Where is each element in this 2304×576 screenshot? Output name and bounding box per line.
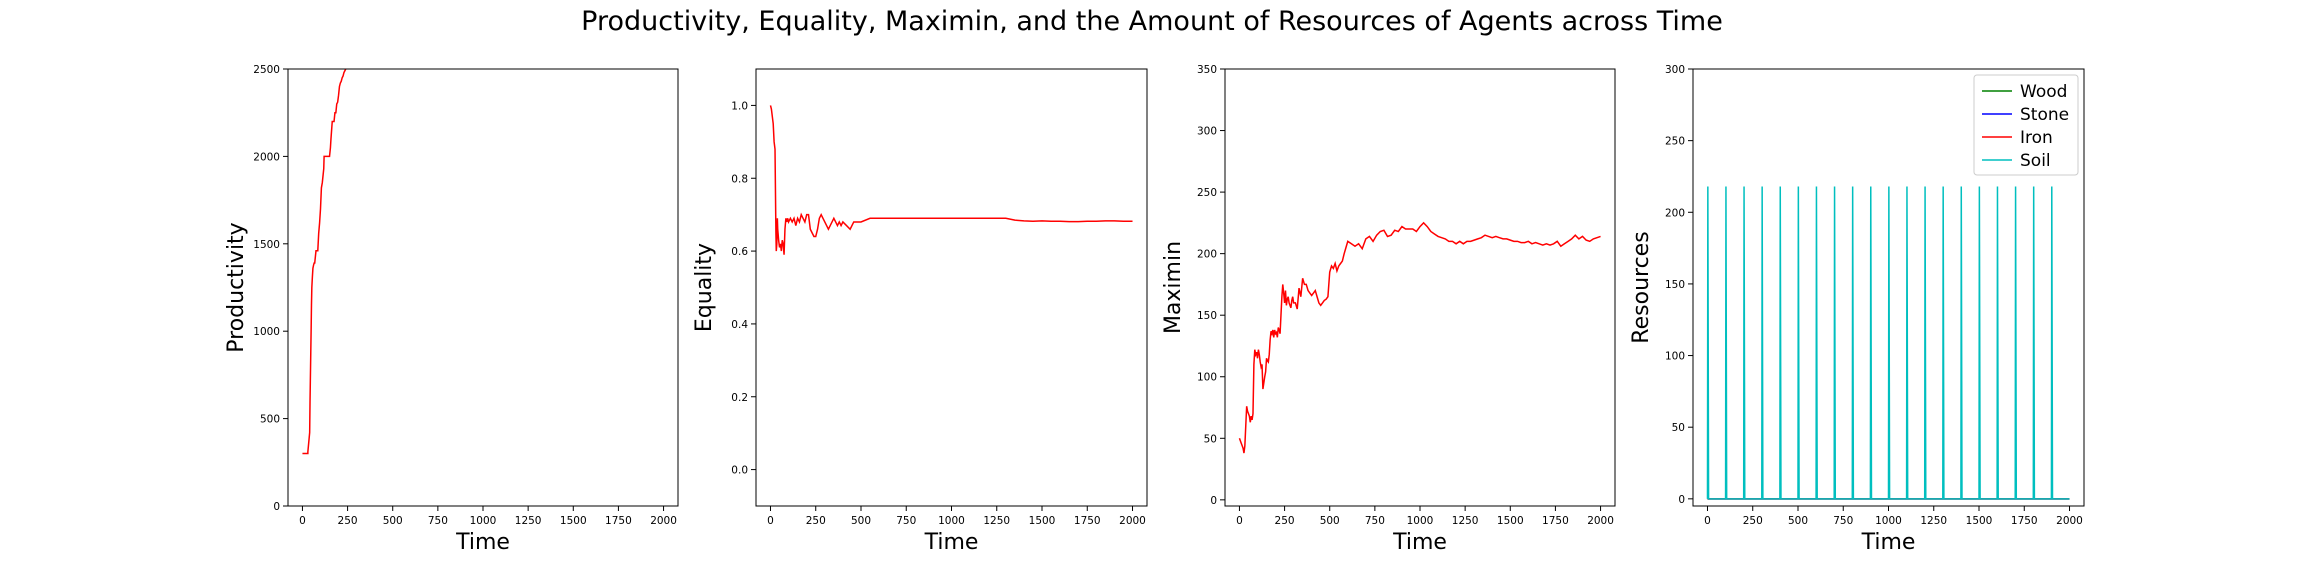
maximin-ytick-label: 250: [1197, 187, 1217, 199]
maximin-xtick-label: 1000: [1407, 515, 1434, 527]
maximin-ytick-label: 200: [1197, 249, 1217, 261]
resources-ytick-label: 50: [1672, 422, 1685, 434]
resources-xtick-label: 1250: [1920, 515, 1947, 527]
maximin-xtick-label: 750: [1365, 515, 1385, 527]
resources-xtick-label: 250: [1743, 515, 1763, 527]
equality-plot-frame: [755, 68, 1148, 507]
maximin-ytick-label: 100: [1197, 372, 1217, 384]
productivity-xtick-label: 250: [338, 515, 358, 527]
maximin-ytick-label: 50: [1204, 433, 1217, 445]
resources-ytick-label: 150: [1665, 279, 1685, 291]
equality-ytick-label: 0.8: [731, 173, 748, 185]
maximin-xtick-label: 250: [1275, 515, 1295, 527]
equality-xtick-label: 1500: [1029, 515, 1056, 527]
maximin-y-axis-label: Maximin: [1161, 241, 1186, 334]
equality-ytick-label: 1.0: [731, 100, 748, 112]
productivity-plot-frame: [287, 68, 679, 507]
maximin-ytick-label: 150: [1197, 310, 1217, 322]
maximin-xtick-label: 1500: [1497, 515, 1524, 527]
equality-xtick-label: 1750: [1074, 515, 1101, 527]
productivity-xtick-label: 500: [383, 515, 403, 527]
maximin-ytick-label: 350: [1197, 64, 1217, 76]
resources-xtick-label: 1750: [2011, 515, 2038, 527]
maximin-series-line-0: [1238, 221, 1601, 454]
equality-panel: 0 250 500 750 1000 1250 1500 1750 2000 0.0 0.2 0.4 0…: [692, 68, 1148, 555]
productivity-xtick-label: 2000: [650, 515, 677, 527]
maximin-ytick-label: 0: [1210, 495, 1217, 507]
productivity-xtick-label: 0: [299, 515, 306, 527]
productivity-panel: 0 250 500 750 1000 1250 1500 1750 2000 0 500 1000 15…: [224, 64, 679, 555]
maximin-plot-frame: [1224, 68, 1616, 507]
maximin-xtick-label: 2000: [1587, 515, 1614, 527]
equality-xtick-label: 500: [851, 515, 871, 527]
productivity-xtick-label: 1000: [470, 515, 497, 527]
resources-plot-frame: [1692, 68, 2085, 507]
maximin-ytick-label: 300: [1197, 126, 1217, 138]
equality-x-axis-label: Time: [924, 530, 979, 555]
productivity-xtick-label: 1500: [560, 515, 587, 527]
equality-xtick-label: 250: [806, 515, 826, 527]
productivity-series-line-0: [302, 69, 347, 455]
equality-xtick-label: 0: [767, 515, 774, 527]
resources-series-line-soil: [1706, 186, 2070, 500]
resources-legend: Wood Stone Iron Soil: [1973, 74, 2079, 176]
maximin-xtick-label: 1750: [1542, 515, 1569, 527]
resources-legend-box: [1973, 74, 2079, 176]
resources-ytick-label: 0: [1678, 494, 1685, 506]
legend-label-stone: Stone: [2020, 105, 2069, 125]
maximin-panel: 0 250 500 750 1000 1250 1500 1750 2000 0 50 100 150 2…: [1161, 64, 1616, 555]
equality-xtick-label: 2000: [1119, 515, 1146, 527]
equality-y-axis-label: Equality: [692, 243, 717, 332]
resources-panel: 0 250 500 750 1000 1250 1500 1750 2000 0 50 100 150 2…: [1629, 64, 2085, 555]
productivity-ytick-label: 2000: [253, 151, 280, 163]
resources-ytick-label: 300: [1665, 64, 1685, 76]
productivity-xtick-label: 1750: [605, 515, 632, 527]
productivity-y-axis-label: Productivity: [224, 222, 249, 352]
resources-xtick-label: 1000: [1875, 515, 1902, 527]
equality-xtick-label: 1250: [983, 515, 1010, 527]
productivity-ytick-label: 1000: [253, 326, 280, 338]
maximin-x-axis-label: Time: [1392, 530, 1447, 555]
legend-label-iron: Iron: [2020, 128, 2053, 148]
productivity-ytick-label: 0: [273, 501, 280, 513]
equality-ytick-label: 0.0: [731, 465, 748, 477]
resources-x-axis-label: Time: [1861, 530, 1916, 555]
equality-ytick-label: 0.2: [731, 392, 748, 404]
resources-ytick-label: 250: [1665, 136, 1685, 148]
resources-xtick-label: 2000: [2056, 515, 2083, 527]
resources-y-axis-label: Resources: [1629, 231, 1654, 343]
equality-ytick-label: 0.4: [731, 319, 748, 331]
productivity-ytick-label: 1500: [253, 239, 280, 251]
maximin-xtick-label: 1250: [1452, 515, 1479, 527]
resources-xtick-label: 750: [1833, 515, 1853, 527]
productivity-ytick-label: 500: [260, 414, 280, 426]
figure-title: Productivity, Equality, Maximin, and the…: [581, 6, 1723, 37]
resources-xtick-label: 0: [1704, 515, 1711, 527]
maximin-xtick-label: 0: [1236, 515, 1243, 527]
productivity-xtick-label: 750: [428, 515, 448, 527]
productivity-xtick-label: 1250: [515, 515, 542, 527]
equality-xtick-label: 1000: [938, 515, 965, 527]
legend-label-wood: Wood: [2020, 82, 2067, 102]
equality-series-line-0: [769, 105, 1133, 255]
resources-xtick-label: 1500: [1966, 515, 1993, 527]
resources-xtick-label: 500: [1788, 515, 1808, 527]
equality-xtick-label: 750: [896, 515, 916, 527]
resources-ytick-label: 200: [1665, 207, 1685, 219]
equality-ytick-label: 0.6: [731, 246, 748, 258]
resources-ytick-label: 100: [1665, 351, 1685, 363]
productivity-x-axis-label: Time: [455, 530, 510, 555]
maximin-xtick-label: 500: [1320, 515, 1340, 527]
legend-label-soil: Soil: [2020, 151, 2051, 171]
productivity-ytick-label: 2500: [253, 64, 280, 76]
